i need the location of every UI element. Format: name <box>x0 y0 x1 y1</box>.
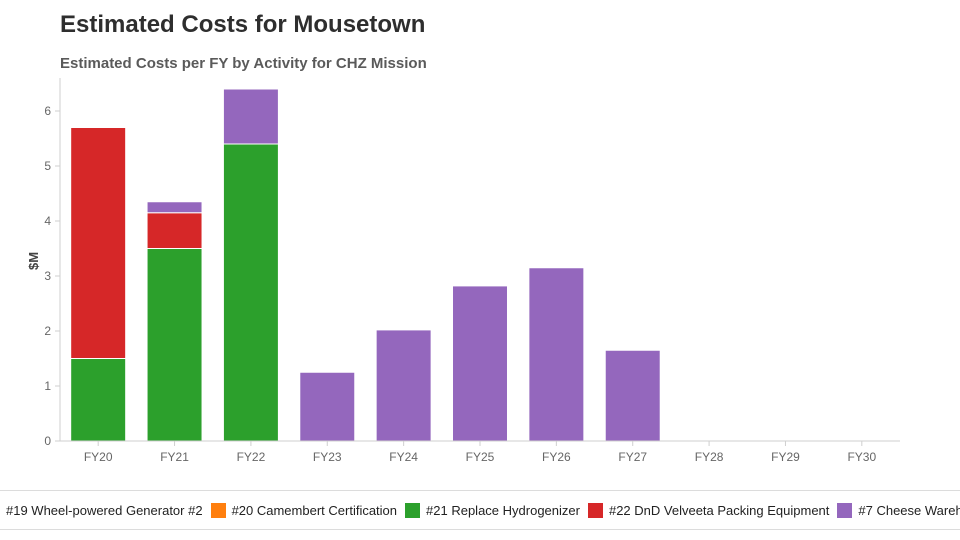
y-tick-label: 6 <box>44 104 51 118</box>
x-tick-label: FY29 <box>771 450 800 464</box>
bar-stacks <box>70 88 661 442</box>
bar-segment-fy22-series-4 <box>222 88 279 145</box>
y-tick-label: 5 <box>44 159 51 173</box>
legend-item[interactable]: #21 Replace Hydrogenizer <box>405 502 580 518</box>
legend-label: #19 Wheel-powered Generator #2 <box>6 502 203 518</box>
bar-segment-fy21-series-4 <box>146 201 203 214</box>
bar-segment-fy25-series-4 <box>452 285 508 442</box>
bar-segment-fy21-series-2 <box>146 248 203 442</box>
x-tick-label: FY25 <box>466 450 495 464</box>
bar-segment-fy27-series-4 <box>604 349 661 442</box>
chart-subtitle: Estimated Costs per FY by Activity for C… <box>60 55 427 72</box>
legend-label: #7 Cheese Warehouse <box>858 502 960 518</box>
bar-segment-fy21-series-3 <box>146 212 203 249</box>
x-tick-label: FY20 <box>84 450 113 464</box>
chart-title: Estimated Costs for Mousetown <box>60 11 426 38</box>
y-tick-label: 0 <box>44 434 51 448</box>
bar-segment-fy26-series-4 <box>528 267 585 442</box>
y-tick-label: 4 <box>44 214 51 228</box>
legend-item[interactable]: #20 Camembert Certification <box>210 502 398 518</box>
stacked-bar-chart: 0 1 2 3 4 5 6 FY20 FY21 FY22 FY23 FY24 FY25 FY26 FY27… <box>26 78 900 464</box>
y-tick-label: 3 <box>44 269 51 283</box>
legend-item[interactable]: #19 Wheel-powered Generator #2 <box>6 503 203 518</box>
bar-segment-fy20-series-2 <box>70 358 127 442</box>
legend-swatch <box>837 502 853 518</box>
legend-item[interactable]: #7 Cheese Warehouse <box>837 502 960 518</box>
y-tick-label: 2 <box>44 324 51 338</box>
legend-label: #22 DnD Velveeta Packing Equipment <box>608 502 830 518</box>
bar-segment-fy23-series-4 <box>299 371 356 442</box>
bar-segment-fy20-series-3 <box>70 127 127 359</box>
bar-segment-fy24-series-4 <box>375 329 432 442</box>
legend-label: #20 Camembert Certification <box>231 502 398 518</box>
x-tick-label: FY23 <box>313 450 342 464</box>
legend-swatch <box>405 502 421 518</box>
x-axis: FY20 FY21 FY22 FY23 FY24 FY25 FY26 FY27 FY28 FY29… <box>60 440 900 464</box>
x-tick-label: FY28 <box>695 450 724 464</box>
x-tick-label: FY21 <box>160 450 189 464</box>
legend-item[interactable]: #22 DnD Velveeta Packing Equipment <box>587 502 830 518</box>
x-tick-label: FY22 <box>237 450 266 464</box>
y-axis: 0 1 2 3 4 5 6 <box>44 78 61 448</box>
y-axis-label: $M <box>26 252 41 270</box>
bar-segment-fy22-series-2 <box>222 143 279 442</box>
x-tick-label: FY30 <box>847 450 876 464</box>
legend-items: #19 Wheel-powered Generator #2 #20 Camemb… <box>6 491 960 529</box>
x-tick-label: FY26 <box>542 450 571 464</box>
legend-label: #21 Replace Hydrogenizer <box>426 502 580 518</box>
x-tick-label: FY27 <box>618 450 647 464</box>
x-tick-label: FY24 <box>389 450 418 464</box>
y-tick-label: 1 <box>44 379 51 393</box>
legend: #19 Wheel-powered Generator #2 #20 Camemb… <box>0 490 960 530</box>
legend-swatch <box>587 502 603 518</box>
legend-swatch <box>210 502 226 518</box>
